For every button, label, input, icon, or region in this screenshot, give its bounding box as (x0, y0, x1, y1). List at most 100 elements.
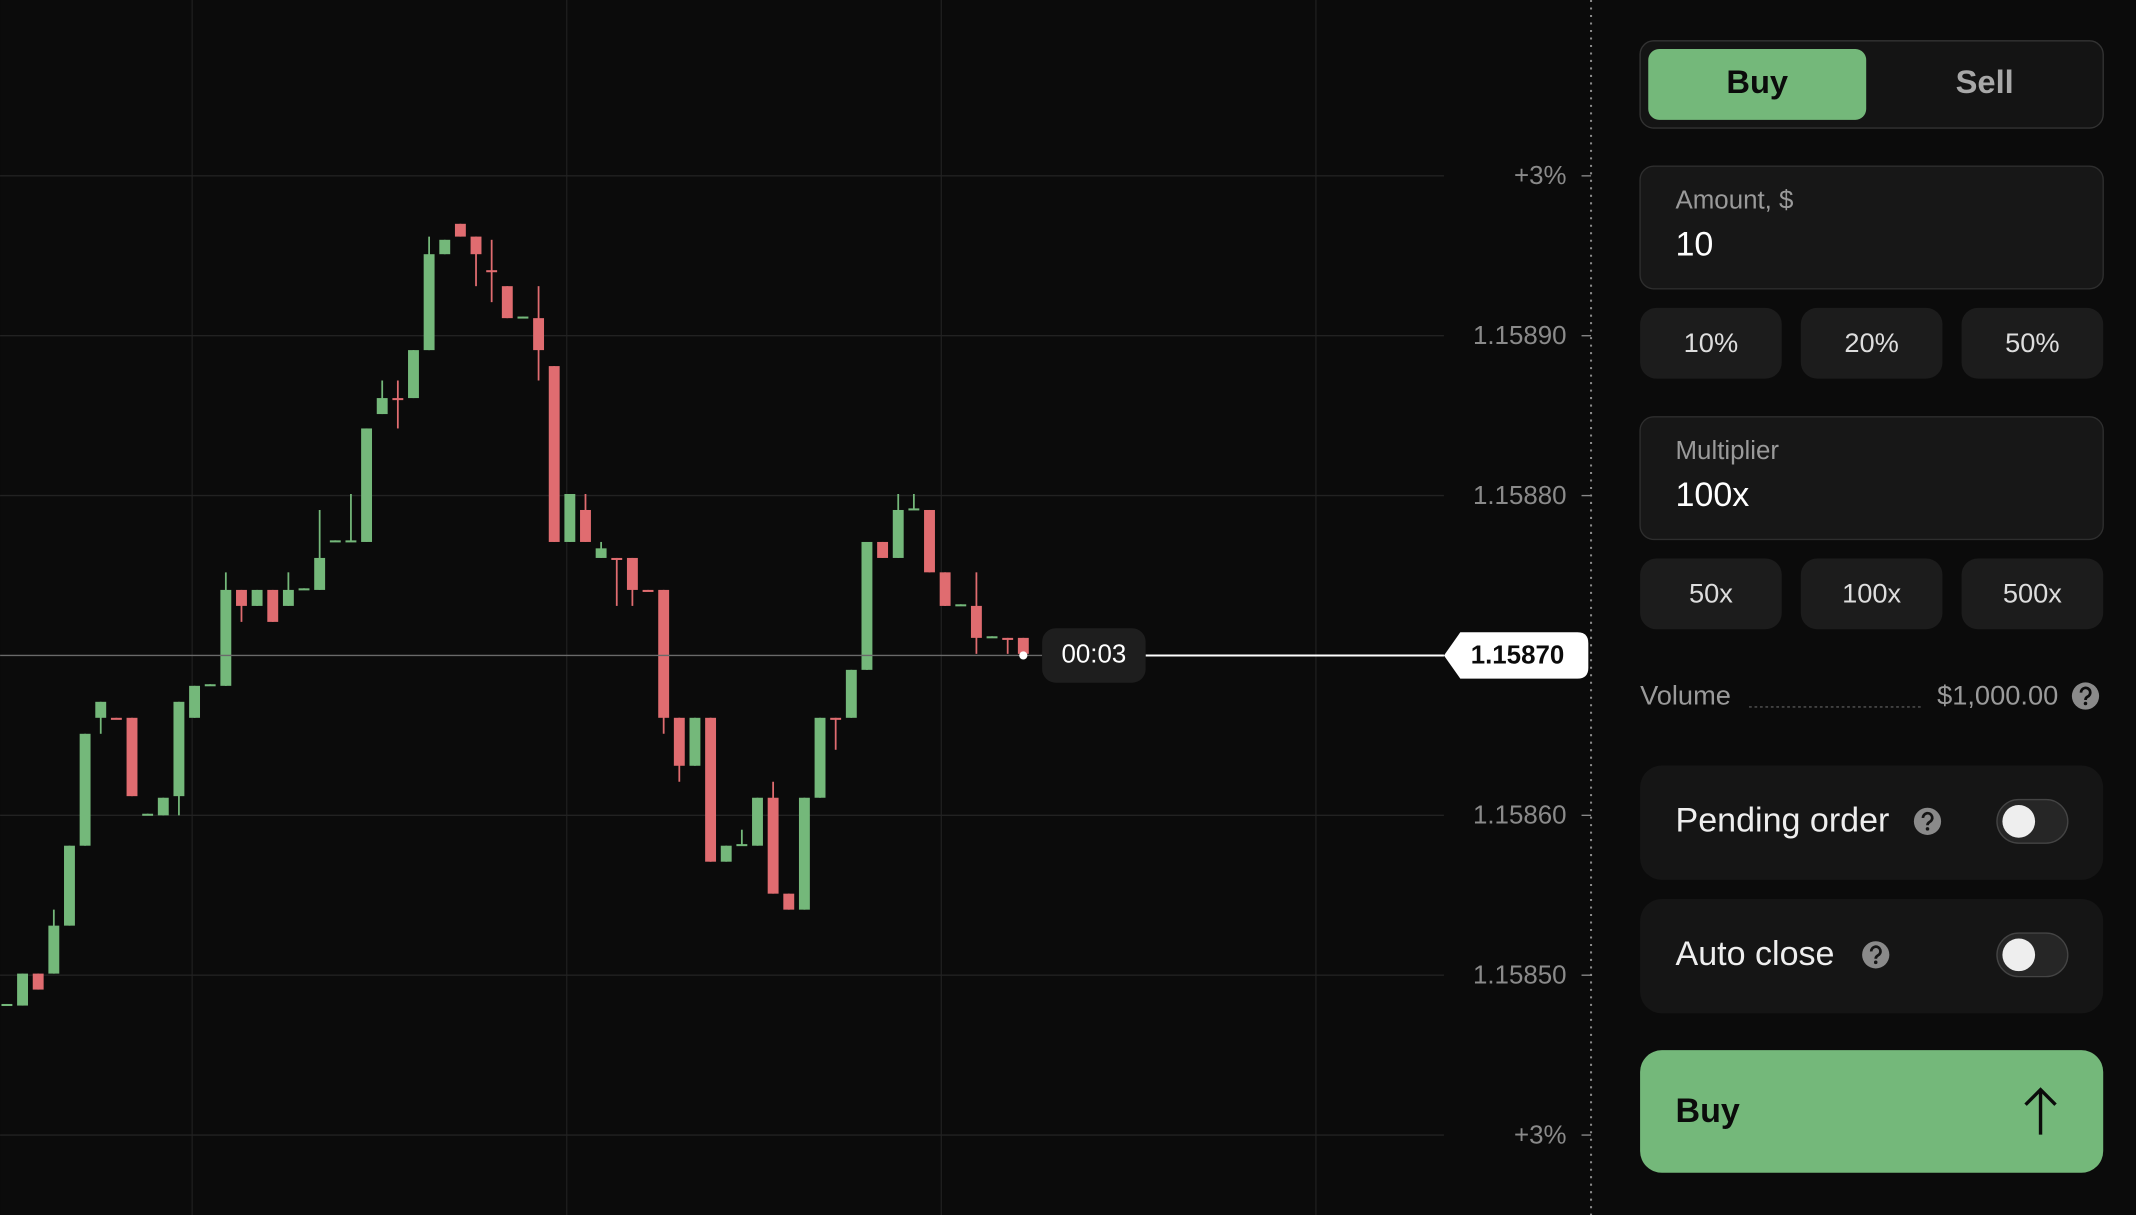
candle-body (1, 1003, 13, 1007)
candle-body (298, 588, 310, 591)
candle-body (48, 925, 60, 974)
candle-body (236, 589, 247, 606)
candle-body (658, 589, 670, 718)
candle-body (392, 398, 404, 401)
field-value[interactable]: 10 (1676, 226, 1714, 264)
candle-body (220, 589, 232, 686)
candle-body (110, 717, 122, 720)
help-icon[interactable] (1862, 941, 1890, 969)
candle-body (892, 509, 904, 558)
candle-body (830, 717, 842, 720)
candle-body (626, 557, 638, 590)
arrow-icon (2024, 1087, 2057, 1135)
candle-body (970, 605, 982, 638)
y-tick-label: +3% (1514, 162, 1567, 190)
candle-body (861, 541, 873, 670)
buy-button[interactable] (1640, 1050, 2104, 1173)
preset-label[interactable]: 100x (1842, 577, 1901, 608)
candle-body (157, 797, 169, 816)
candle-body (126, 717, 138, 797)
volume-value: $1,000.00 (1937, 680, 2058, 711)
field-label: Multiplier (1676, 437, 1780, 465)
preset-label[interactable]: 500x (2003, 577, 2062, 608)
candle-body (720, 845, 732, 862)
candle-body (408, 350, 419, 399)
preset-label[interactable]: 10% (1684, 327, 1739, 358)
candle-body (1017, 637, 1029, 654)
preset-button[interactable] (1800, 307, 1943, 379)
candle-body (470, 236, 482, 255)
toggle-knob[interactable] (2002, 938, 2036, 972)
price-label: 1.15870 (1471, 642, 1565, 670)
candle-body (689, 717, 701, 766)
candle-body (439, 239, 451, 255)
candle-body (204, 684, 216, 687)
candle-body (486, 270, 498, 273)
price-badge (1443, 632, 1589, 679)
candle-body (705, 717, 717, 862)
candle-body (361, 428, 373, 542)
help-icon[interactable] (2071, 682, 2100, 710)
price-dot (1019, 651, 1028, 660)
order-panel: Buy Sell Amount, $ 10 10% 20% 50% Multip… (1639, 40, 2104, 1173)
y-tick-label: +3% (1514, 1121, 1567, 1149)
preset-button[interactable] (1640, 558, 1782, 630)
amount-field[interactable] (1639, 165, 2104, 290)
time-grid (191, 0, 1317, 1215)
candle-body (595, 548, 607, 558)
candle-body (580, 509, 591, 542)
field-label: Amount, $ (1676, 186, 1794, 214)
candle-body (642, 589, 654, 592)
y-tick-label: 1.15850 (1473, 961, 1567, 989)
preset-label[interactable]: 20% (1844, 327, 1899, 358)
tab-label[interactable]: Buy (1726, 63, 1788, 100)
candle-body (314, 557, 326, 590)
buy-button-label[interactable]: Buy (1676, 1092, 1740, 1130)
toggle-knob[interactable] (2002, 805, 2036, 838)
chart: +3% 1.15890 1.15880 1.15860 1.15850 +3% 00:03 1… (0, 162, 1592, 1149)
y-tick-label: 1.15860 (1473, 802, 1567, 830)
candle-body (955, 604, 967, 607)
multiplier-field[interactable] (1639, 416, 2104, 541)
toggle-row (1640, 765, 2104, 880)
candle-body (251, 589, 263, 606)
candle-body (282, 589, 294, 606)
candle-body (329, 540, 341, 543)
tab-label[interactable]: Sell (1956, 63, 2014, 100)
y-tick-label: 1.15880 (1473, 482, 1567, 510)
candle-body (845, 669, 857, 718)
y-tick-label: 1.15890 (1473, 322, 1567, 350)
candle-body (736, 844, 748, 847)
candle-body (345, 540, 357, 543)
preset-button[interactable] (1800, 558, 1943, 630)
volume-label: Volume (1640, 680, 1731, 711)
preset-label[interactable]: 50% (2005, 327, 2060, 358)
candle-body (783, 893, 795, 910)
candle-body (517, 316, 529, 319)
buy-tab[interactable] (1648, 49, 1867, 120)
timer-badge (1042, 628, 1146, 683)
candle-body (79, 733, 91, 846)
candle-body (189, 685, 201, 718)
candle-body (454, 223, 466, 237)
preset-button[interactable] (1640, 307, 1782, 379)
preset-button[interactable] (1961, 558, 2104, 630)
candle-body (752, 797, 763, 846)
candle-body (986, 636, 998, 639)
field-value[interactable]: 100x (1676, 476, 1750, 514)
timer: 00:03 (1061, 640, 1126, 668)
candle-body (924, 509, 935, 573)
candle-body (267, 589, 279, 622)
candle-body (423, 254, 435, 351)
help-icon[interactable] (1913, 807, 1942, 835)
candle-body (95, 701, 107, 718)
candle-body (17, 973, 29, 1006)
candle-body (564, 493, 576, 542)
preset-label[interactable]: 50x (1689, 577, 1733, 608)
candle-body (533, 318, 545, 351)
preset-button[interactable] (1961, 307, 2104, 379)
toggle-label: Pending order (1676, 802, 1890, 840)
candle-body (142, 813, 154, 816)
